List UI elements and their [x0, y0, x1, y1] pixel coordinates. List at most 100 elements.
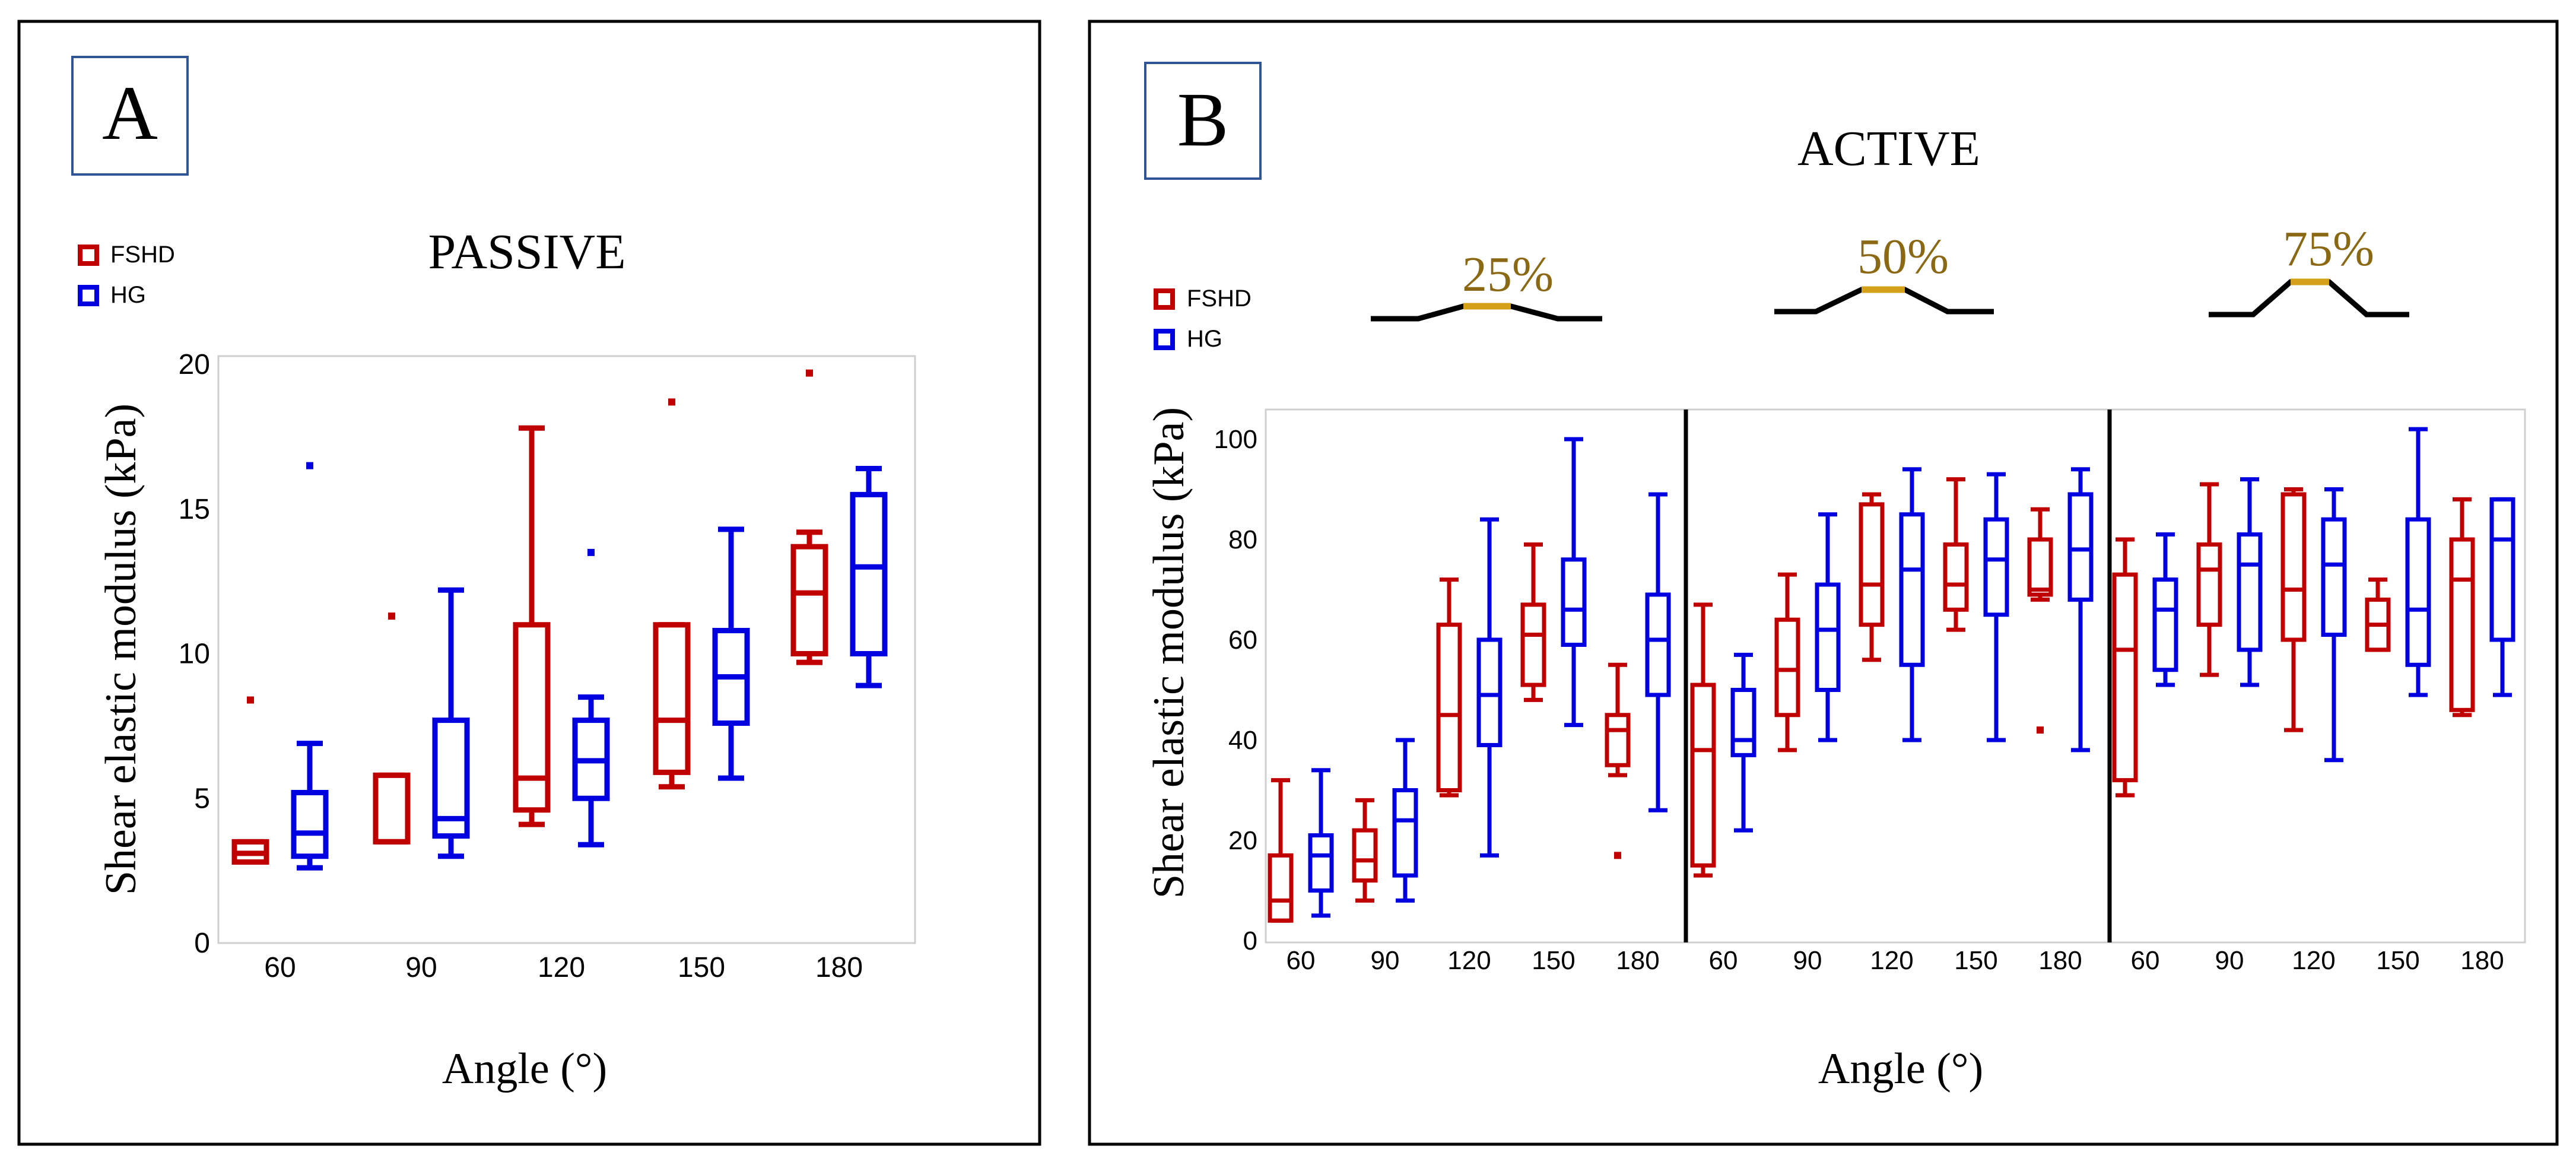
iqr-box: [1859, 502, 1885, 627]
x-tick-label: 150: [1532, 946, 1575, 975]
plot-area-a: [217, 355, 916, 944]
panel-a-frame: [17, 20, 1041, 1146]
iqr-box: [291, 790, 329, 859]
iqr-box: [1605, 713, 1631, 767]
box-hg-25%-60: [1308, 768, 1334, 918]
plot-area-b: [1265, 408, 2526, 944]
iqr-box: [1352, 828, 1378, 883]
box-fshd-25%-60: [1268, 778, 1294, 923]
x-tick-label: 180: [2460, 946, 2504, 975]
panel-a-letter-box: [71, 56, 189, 176]
y-tick-label: 5: [194, 783, 210, 814]
legend-label-hg: HG: [110, 282, 146, 308]
plot-b: 0 20 40 60 80 100 60 90 120 150 180 60 90 120 150 180 60…: [1214, 410, 2515, 975]
y-tick-label: 0: [1243, 926, 1257, 956]
iqr-box: [790, 544, 828, 656]
box-hg-25%-150: [1561, 437, 1587, 728]
x-tick-label: 120: [2292, 946, 2335, 975]
box-hg-60: [291, 462, 329, 871]
iqr-box: [2152, 577, 2178, 672]
x-tick-label: 90: [1371, 946, 1400, 975]
x-tick-label: 60: [264, 952, 296, 983]
y-tick-label: 80: [1228, 525, 1257, 554]
intensity-75-label: 75%: [2283, 221, 2374, 277]
iqr-box: [1308, 833, 1334, 893]
iqr-box: [850, 491, 888, 656]
outlier-point: [388, 612, 395, 620]
outlier-point: [806, 369, 813, 377]
y-axis-label-a: Shear elastic modulus (kPa): [97, 404, 145, 895]
iqr-box: [1436, 623, 1462, 793]
legend-label-hg: HG: [1187, 326, 1222, 352]
x-tick-label: 90: [405, 952, 437, 983]
intensity-75-ramp: [2209, 279, 2409, 318]
x-tick-label: 60: [1709, 946, 1738, 975]
legend-item-fshd: FSHD: [1154, 285, 1252, 312]
box-fshd-120: [513, 425, 551, 827]
box-fshd-75%-90: [2196, 482, 2222, 677]
box-fshd-25%-180: [1605, 662, 1631, 859]
box-hg-25%-180: [1645, 492, 1671, 812]
intensity-50-schematic: 50%: [1774, 229, 1994, 315]
box-hg-75%-120: [2321, 487, 2347, 763]
outlier-point: [1614, 852, 1621, 859]
iqr-box: [2449, 537, 2475, 712]
plot-a: 0 5 10 15 20 60 90 120 150 180: [179, 349, 888, 983]
x-tick-label: 180: [1616, 946, 1659, 975]
x-tick-label: 90: [1793, 946, 1822, 975]
y-tick-label: 0: [194, 928, 210, 959]
box-fshd-50%-60: [1690, 602, 1716, 878]
outlier-point: [2037, 726, 2044, 734]
legend-item-hg: HG: [1154, 326, 1222, 352]
iqr-box: [1645, 592, 1671, 697]
box-fshd-75%-150: [2365, 577, 2391, 652]
panel-a-title: PASSIVE: [428, 224, 625, 280]
intensity-25-schematic: 25%: [1371, 247, 1602, 322]
legend-label-fshd: FSHD: [110, 242, 175, 268]
box-hg-90: [432, 587, 470, 859]
box-fshd-180: [790, 369, 828, 665]
y-tick-label: 10: [179, 639, 210, 670]
box-fshd-150: [653, 398, 691, 790]
legend-swatch-fshd: [1154, 288, 1175, 310]
box-hg-120: [572, 548, 610, 847]
box-hg-75%-90: [2237, 477, 2263, 687]
box-fshd-75%-180: [2449, 497, 2475, 718]
legend-item-fshd: FSHD: [78, 242, 175, 268]
y-tick-label: 20: [179, 349, 210, 380]
x-axis-label-a: Angle (°): [442, 1045, 607, 1093]
box-hg-25%-120: [1476, 517, 1503, 858]
intensity-50-ramp: [1774, 287, 1994, 315]
box-hg-75%-60: [2152, 532, 2178, 687]
iqr-box: [2280, 492, 2307, 642]
box-hg-50%-60: [1730, 652, 1756, 833]
x-tick-label: 180: [2038, 946, 2082, 975]
iqr-box: [1520, 602, 1546, 687]
outlier-point: [306, 462, 313, 469]
panel-a-legend: FSHD HG: [78, 242, 175, 308]
iqr-box: [2321, 517, 2347, 637]
iqr-box: [2196, 542, 2222, 627]
intensity-50-label: 50%: [1857, 229, 1949, 284]
y-tick-label: 15: [179, 494, 210, 525]
iqr-box: [1815, 582, 1841, 692]
box-hg-75%-180: [2489, 497, 2515, 697]
legend-swatch-hg: [78, 285, 99, 306]
iqr-box: [1476, 637, 1503, 747]
panel-b-letter: B: [1177, 77, 1229, 163]
iqr-box: [653, 622, 691, 775]
box-fshd-50%-120: [1859, 492, 1885, 662]
legend-swatch-fshd: [78, 245, 99, 266]
x-tick-label: 120: [538, 952, 585, 983]
box-fshd-25%-120: [1436, 577, 1462, 798]
panel-b-legend: FSHD HG: [1154, 285, 1252, 352]
panel-b: B ACTIVE FSHD HG 25% 50% 75%: [1088, 20, 2559, 1146]
iqr-box: [1899, 512, 1925, 667]
x-tick-label: 150: [2376, 946, 2419, 975]
y-axis-label-b: Shear elastic modulus (kPa): [1145, 407, 1193, 899]
panel-b-title: ACTIVE: [1797, 121, 1980, 176]
iqr-box: [1690, 683, 1716, 868]
x-tick-label: 150: [678, 952, 725, 983]
legend-item-hg: HG: [78, 282, 146, 308]
